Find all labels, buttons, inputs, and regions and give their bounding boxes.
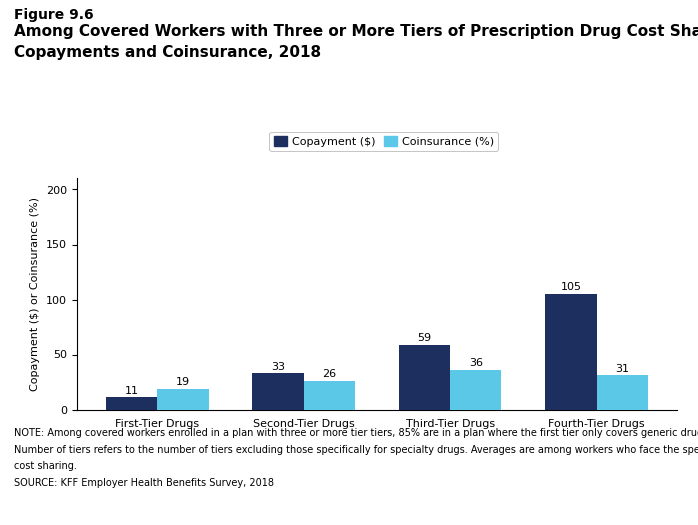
Y-axis label: Copayment ($) or Coinsurance (%): Copayment ($) or Coinsurance (%)	[31, 197, 40, 391]
Text: 11: 11	[125, 386, 139, 396]
Bar	[597, 375, 648, 410]
Bar	[399, 344, 450, 410]
Text: Among Covered Workers with Three or More Tiers of Prescription Drug Cost Sharing: Among Covered Workers with Three or More…	[14, 24, 698, 39]
Text: 36: 36	[469, 358, 483, 368]
Text: Copayments and Coinsurance, 2018: Copayments and Coinsurance, 2018	[14, 45, 321, 60]
Text: 31: 31	[615, 364, 629, 374]
Text: 105: 105	[560, 282, 581, 292]
Text: Number of tiers refers to the number of tiers excluding those specifically for s: Number of tiers refers to the number of …	[14, 445, 698, 455]
Bar	[253, 373, 304, 410]
Text: 33: 33	[271, 362, 285, 372]
Text: 26: 26	[322, 369, 336, 379]
Legend: Copayment ($), Coinsurance (%): Copayment ($), Coinsurance (%)	[269, 132, 498, 151]
Bar	[106, 397, 157, 410]
Text: 19: 19	[176, 377, 190, 387]
Bar	[545, 294, 597, 410]
Text: 59: 59	[417, 333, 431, 343]
Text: SOURCE: KFF Employer Health Benefits Survey, 2018: SOURCE: KFF Employer Health Benefits Sur…	[14, 478, 274, 488]
Text: NOTE: Among covered workers enrolled in a plan with three or more tier tiers, 85: NOTE: Among covered workers enrolled in …	[14, 428, 698, 438]
Text: Figure 9.6: Figure 9.6	[14, 8, 94, 22]
Bar	[157, 388, 209, 410]
Bar	[304, 381, 355, 410]
Text: cost sharing.: cost sharing.	[14, 461, 77, 471]
Bar	[450, 370, 501, 410]
